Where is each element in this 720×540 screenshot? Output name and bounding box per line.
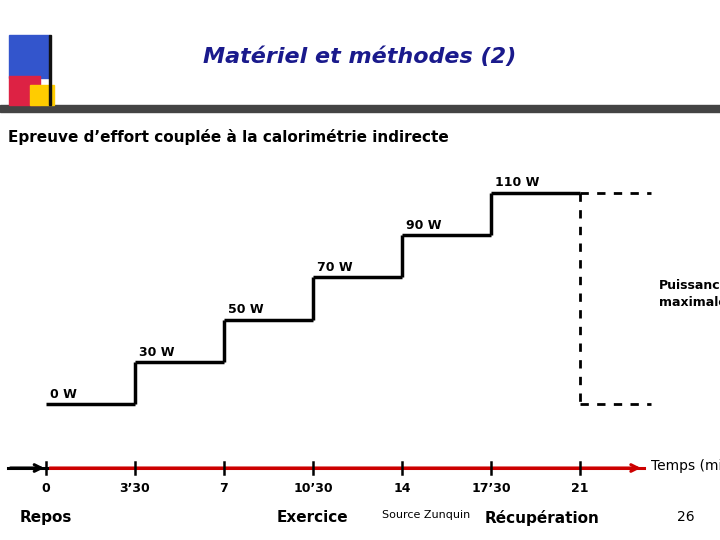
Text: Source Zunquin: Source Zunquin <box>382 510 470 521</box>
Text: Epreuve d’effort couplée à la calorimétrie indirecte: Epreuve d’effort couplée à la calorimétr… <box>8 129 449 145</box>
Text: 26: 26 <box>677 510 695 524</box>
Text: Matériel et méthodes (2): Matériel et méthodes (2) <box>203 46 517 67</box>
Text: 17’30: 17’30 <box>471 482 510 495</box>
Text: 10’30: 10’30 <box>293 482 333 495</box>
Text: Exercice: Exercice <box>277 510 348 525</box>
Text: 110 W: 110 W <box>495 177 539 190</box>
Text: Temps (min): Temps (min) <box>652 459 720 473</box>
Text: 70 W: 70 W <box>317 261 352 274</box>
Text: Puissance
maximale: Puissance maximale <box>659 279 720 309</box>
Text: 3’30: 3’30 <box>120 482 150 495</box>
Text: 21: 21 <box>572 482 589 495</box>
Text: Repos: Repos <box>19 510 72 525</box>
Text: 0: 0 <box>42 482 50 495</box>
Text: 50 W: 50 W <box>228 303 264 316</box>
Text: 0 W: 0 W <box>50 388 76 401</box>
Text: 14: 14 <box>393 482 410 495</box>
Text: 30 W: 30 W <box>139 346 174 359</box>
Text: Récupération: Récupération <box>485 510 599 526</box>
Text: 90 W: 90 W <box>406 219 441 232</box>
Text: 7: 7 <box>220 482 228 495</box>
